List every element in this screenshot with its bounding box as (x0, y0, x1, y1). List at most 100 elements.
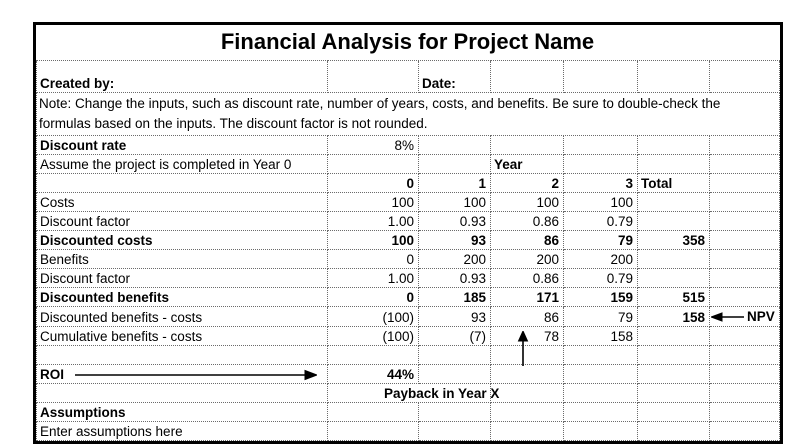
empty-cell (708, 60, 781, 93)
assumptions-header-row: Assumptions (36, 402, 781, 422)
row-label: Costs (36, 192, 328, 212)
cell-y1: 100 (418, 192, 491, 212)
created-by-label: Created by: (36, 60, 328, 93)
empty-cell (708, 154, 781, 174)
financial-analysis-table: Financial Analysis for Project Name Crea… (35, 25, 781, 441)
empty-cell (418, 402, 491, 422)
cell-y3: 158 (563, 326, 638, 346)
created-by-value-cell (327, 60, 419, 93)
cell-y2: 0.86 (490, 268, 564, 288)
empty-cell (563, 345, 638, 365)
cell-y1: 185 (418, 287, 491, 307)
npv-left-arrow-icon (711, 311, 744, 322)
row-label: Discounted costs (36, 230, 328, 250)
discount-rate-row: Discount rate 8% (36, 135, 781, 155)
empty-cell (563, 60, 638, 93)
row-discounted-benefits: Discounted benefits 0 185 171 159 515 (36, 287, 781, 307)
empty-cell (708, 364, 781, 384)
roi-right-arrow-icon (75, 369, 318, 380)
page-title: Financial Analysis for Project Name (36, 25, 780, 61)
cell-y3: 79 (563, 230, 638, 250)
year-3-header: 3 (563, 173, 638, 193)
cell-total (637, 249, 710, 269)
empty-cell (637, 154, 710, 174)
discount-rate-label: Discount rate (36, 135, 328, 155)
date-label: Date: (418, 60, 491, 93)
empty-cell (563, 364, 638, 384)
empty-cell (563, 421, 638, 441)
empty-cell (563, 135, 638, 155)
cell-y2: 86 (490, 306, 564, 327)
cell-y3: 200 (563, 249, 638, 269)
cell-y1: 93 (418, 306, 491, 327)
roi-label-cell: ROI (36, 364, 328, 384)
cell-total (637, 326, 710, 346)
year-columns-row: 0 1 2 3 Total (36, 173, 781, 193)
cell-y3: 100 (563, 192, 638, 212)
total-header: Total (637, 173, 710, 193)
cell-y2: 86 (490, 230, 564, 250)
empty-cell (563, 154, 638, 174)
empty-cell (708, 211, 781, 231)
empty-cell (637, 383, 710, 403)
empty-cell (637, 421, 710, 441)
roi-label: ROI (40, 367, 65, 382)
empty-cell (708, 402, 781, 422)
cell-total: 358 (637, 230, 710, 250)
cell-y0: 100 (327, 192, 419, 212)
cell-y1: 0.93 (418, 268, 491, 288)
roi-value: 44% (327, 364, 419, 384)
empty-cell (36, 173, 328, 193)
row-cumulative-benefits-minus-costs: Cumulative benefits - costs (100) (7) 78… (36, 326, 781, 346)
empty-cell (637, 364, 710, 384)
cell-y2: 0.86 (490, 211, 564, 231)
empty-cell (637, 60, 710, 93)
empty-cell (327, 154, 419, 174)
assumptions-entry-row: Enter assumptions here (36, 421, 781, 441)
cell-total (637, 192, 710, 212)
empty-cell (708, 173, 781, 193)
empty-cell (490, 135, 564, 155)
cell-y2: 171 (490, 287, 564, 307)
empty-cell (327, 421, 419, 441)
empty-cell (708, 135, 781, 155)
cell-y1: 93 (418, 230, 491, 250)
empty-cell (708, 326, 781, 346)
cell-y0: 1.00 (327, 268, 419, 288)
cell-y0: 0 (327, 249, 419, 269)
empty-cell (418, 345, 491, 365)
row-label: Benefits (36, 249, 328, 269)
assume-label: Assume the project is completed in Year … (36, 154, 328, 174)
row-benefits: Benefits 0 200 200 200 (36, 249, 781, 269)
empty-cell (637, 135, 710, 155)
empty-cell (490, 383, 564, 403)
note-text: Note: Change the inputs, such as discoun… (35, 92, 781, 136)
cell-y0: (100) (327, 306, 419, 327)
cell-y2: 100 (490, 192, 564, 212)
assumptions-header: Assumptions (36, 402, 328, 422)
empty-cell (490, 364, 564, 384)
roi-row: ROI 44% (36, 364, 781, 384)
empty-cell (637, 345, 710, 365)
assume-row: Assume the project is completed in Year … (36, 154, 781, 174)
empty-cell (418, 135, 491, 155)
row-discount-factor-benefits: Discount factor 1.00 0.93 0.86 0.79 (36, 268, 781, 288)
spacer-row (36, 345, 781, 365)
cell-y3: 79 (563, 306, 638, 327)
row-label: Discounted benefits - costs (36, 306, 328, 327)
year-2-header: 2 (490, 173, 564, 193)
note-row: Note: Change the inputs, such as discoun… (35, 92, 781, 136)
empty-cell (708, 421, 781, 441)
date-value-cell (490, 60, 564, 93)
empty-cell (563, 383, 638, 403)
empty-cell (708, 249, 781, 269)
empty-cell (708, 230, 781, 250)
cell-y0: 0 (327, 287, 419, 307)
row-label: Discount factor (36, 211, 328, 231)
empty-cell (490, 402, 564, 422)
cell-y1: (7) (418, 326, 491, 346)
empty-cell (327, 402, 419, 422)
empty-cell (708, 345, 781, 365)
npv-label: NPV (747, 309, 775, 324)
empty-cell (708, 287, 781, 307)
